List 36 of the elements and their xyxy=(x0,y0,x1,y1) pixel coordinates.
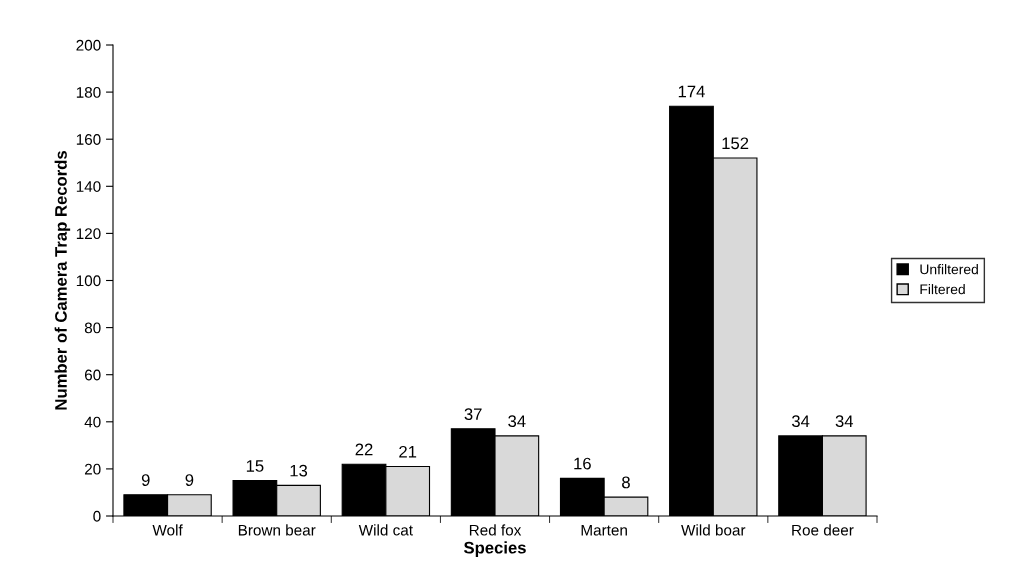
y-tick-label: 140 xyxy=(76,181,101,192)
data-label: 34 xyxy=(508,415,526,428)
data-label: 22 xyxy=(355,443,373,456)
x-tick-label: Red fox xyxy=(469,524,522,536)
data-label: 16 xyxy=(574,457,591,470)
x-tick-label: Wild boar xyxy=(681,524,746,536)
x-tick-label: Wolf xyxy=(152,524,183,536)
y-tick-label: 180 xyxy=(76,86,101,98)
x-tick-label: Brown bear xyxy=(238,524,316,536)
y-tick-label: 100 xyxy=(76,275,101,287)
data-label: 37 xyxy=(464,408,482,421)
data-label: 152 xyxy=(722,137,749,150)
y-tick-label: 200 xyxy=(76,39,101,51)
data-label: 13 xyxy=(290,464,308,477)
y-tick-label: 20 xyxy=(84,463,101,475)
y-axis-title: Number of Camera Trap Records xyxy=(54,151,71,410)
y-tick-label: 60 xyxy=(84,369,101,381)
legend-label: Filtered xyxy=(920,284,965,295)
data-label: 21 xyxy=(399,445,417,458)
x-tick-label: Wild cat xyxy=(358,524,413,536)
y-tick-label: 160 xyxy=(76,134,101,145)
y-tick-label: 120 xyxy=(76,228,101,240)
data-label: 15 xyxy=(246,460,264,472)
data-label: 34 xyxy=(835,415,854,428)
x-tick-label: Roe deer xyxy=(792,524,854,536)
data-label: 8 xyxy=(622,476,630,489)
y-tick-label: 40 xyxy=(84,416,101,428)
legend-label: Unfiltered xyxy=(920,264,978,275)
y-tick-label: 0 xyxy=(93,510,101,522)
data-label: 174 xyxy=(678,85,705,98)
data-label: 9 xyxy=(185,474,194,486)
data-label: 34 xyxy=(791,415,810,428)
y-tick-label: 80 xyxy=(84,322,101,334)
x-axis-title: Species xyxy=(463,541,526,557)
x-tick-label: Marten xyxy=(581,524,627,536)
data-label: 9 xyxy=(141,474,150,486)
